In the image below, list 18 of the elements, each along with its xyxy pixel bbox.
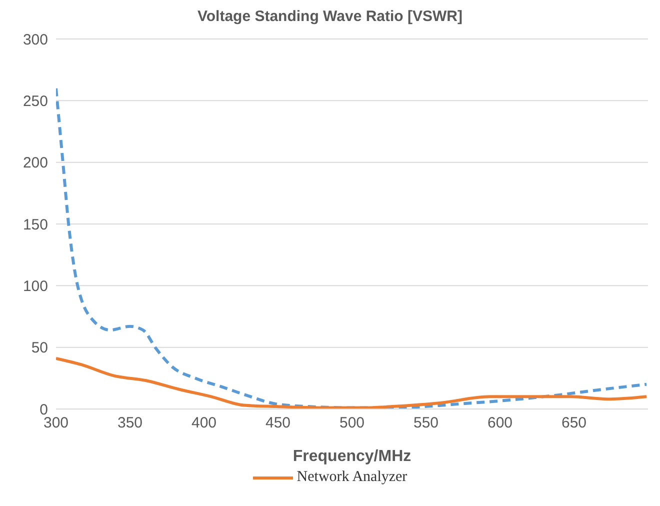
line-series (56, 86, 648, 409)
chart-title: Voltage Standing Wave Ratio [VSWR] (196, 8, 464, 25)
y-tick-label: 300 (22, 31, 48, 48)
x-tick-label: 400 (191, 414, 217, 432)
y-tick-label: 250 (22, 92, 48, 110)
y-tick-label: 50 (31, 340, 48, 357)
legend-label: Network Analyzer (296, 469, 408, 486)
x-tick-label: 500 (339, 414, 365, 432)
x-axis-title: Frequency/MHz (292, 448, 412, 465)
line-series (56, 356, 648, 409)
x-tick-label: 450 (265, 414, 291, 432)
y-tick-label: 150 (22, 216, 48, 234)
x-tick-label: 550 (413, 414, 439, 432)
y-tick-label: 200 (22, 154, 48, 172)
x-tick-label: 350 (117, 414, 143, 432)
x-tick-label: 650 (561, 414, 587, 432)
y-tick-label: 100 (22, 278, 48, 295)
x-tick-label: 600 (487, 414, 513, 432)
